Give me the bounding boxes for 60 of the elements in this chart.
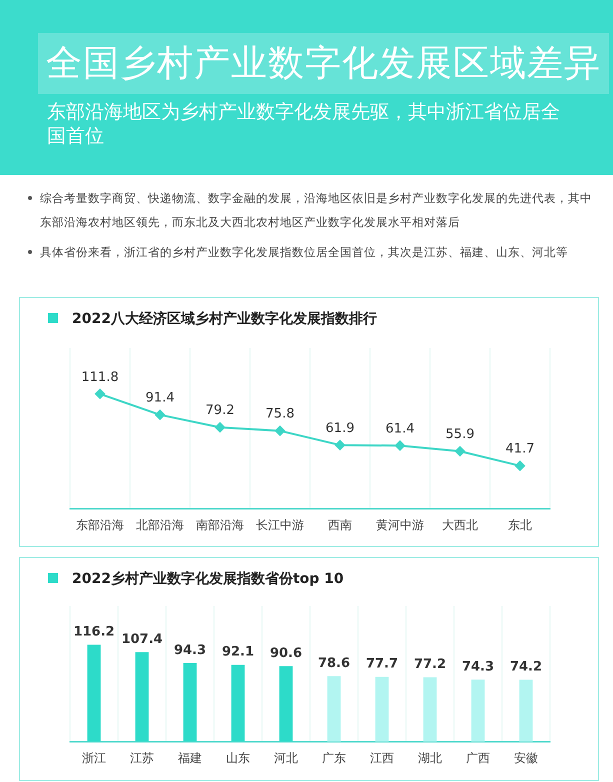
point: [455, 446, 465, 456]
data-label: 92.1: [222, 644, 254, 660]
x-tick-label: 河北: [274, 750, 298, 765]
x-tick-label: 广东: [322, 750, 346, 765]
x-tick-label: 湖北: [418, 750, 442, 765]
x-tick-label: 长江中游: [256, 518, 304, 532]
data-label: 55.9: [446, 427, 474, 442]
x-tick-label: 东部沿海: [76, 518, 124, 532]
x-tick-label: 北部沿海: [136, 518, 184, 532]
data-label: 77.7: [366, 656, 398, 672]
data-label: 75.8: [266, 406, 294, 422]
bar: [231, 664, 245, 742]
bar: [519, 680, 533, 742]
data-label: 74.3: [462, 660, 494, 675]
text: 综合考量数字商贸、快递物流、数字金融的发展，沿海地区依旧是乡村产业数字化发展的先进代表，其中东部沿海农村地区领先，而东北及大西北农村地区产业数字化发展水平相对落后: [40, 191, 592, 229]
text: 具体省份来看，浙江省的乡村产业数字化发展指数位居全国首位，其次是江苏、福建、山东、河北等: [40, 245, 568, 259]
point: [335, 440, 345, 450]
chart-title: 2022乡村产业数字化发展指数省份top 10: [72, 570, 344, 588]
point: [215, 422, 225, 432]
x-tick-label: 南部沿海: [196, 518, 244, 532]
data-label: 107.4: [121, 632, 163, 647]
data-label: 91.4: [146, 390, 174, 406]
x-tick-label: 山东: [226, 750, 250, 765]
data-label: 41.7: [506, 442, 534, 457]
x-tick-label: 安徽: [514, 750, 538, 765]
text: 全国乡村产业数字化发展区域差异: [38, 33, 609, 94]
bar: [87, 644, 101, 742]
data-label: 94.3: [174, 642, 206, 658]
x-tick-label: 江苏: [130, 750, 154, 765]
point: [95, 388, 105, 399]
point: [275, 426, 285, 436]
bar: [279, 666, 293, 742]
x-tick-label: 大西北: [442, 518, 478, 532]
bar: [423, 677, 437, 742]
data-label: 77.2: [414, 657, 446, 672]
bar: [375, 676, 389, 742]
bar: [135, 652, 149, 742]
bar: [471, 680, 485, 742]
data-label: 90.6: [270, 646, 302, 661]
point: [155, 410, 165, 420]
chart-title: 2022八大经济区域乡村产业数字化发展指数排行: [72, 310, 377, 328]
x-tick-label: 浙江: [82, 750, 106, 765]
point: [395, 440, 405, 451]
x-tick-label: 江西: [370, 750, 394, 765]
bar: [183, 663, 197, 742]
x-tick-label: 广西: [466, 750, 490, 765]
data-label: 79.2: [206, 403, 234, 418]
data-label: 111.8: [81, 370, 119, 385]
x-tick-label: 福建: [178, 750, 202, 765]
data-label: 78.6: [318, 656, 350, 671]
x-tick-label: 黄河中游: [376, 518, 424, 532]
data-label: 116.2: [73, 624, 115, 640]
x-tick-label: 东北: [508, 518, 532, 532]
text: 东部沿海地区为乡村产业数字化发展先驱，其中浙江省位居全国首位: [47, 100, 561, 148]
point: [515, 460, 525, 471]
data-label: 74.2: [510, 660, 542, 675]
x-tick-label: 西南: [328, 518, 352, 532]
data-label: 61.4: [386, 421, 414, 436]
data-label: 61.9: [326, 420, 354, 436]
bar: [327, 676, 341, 742]
